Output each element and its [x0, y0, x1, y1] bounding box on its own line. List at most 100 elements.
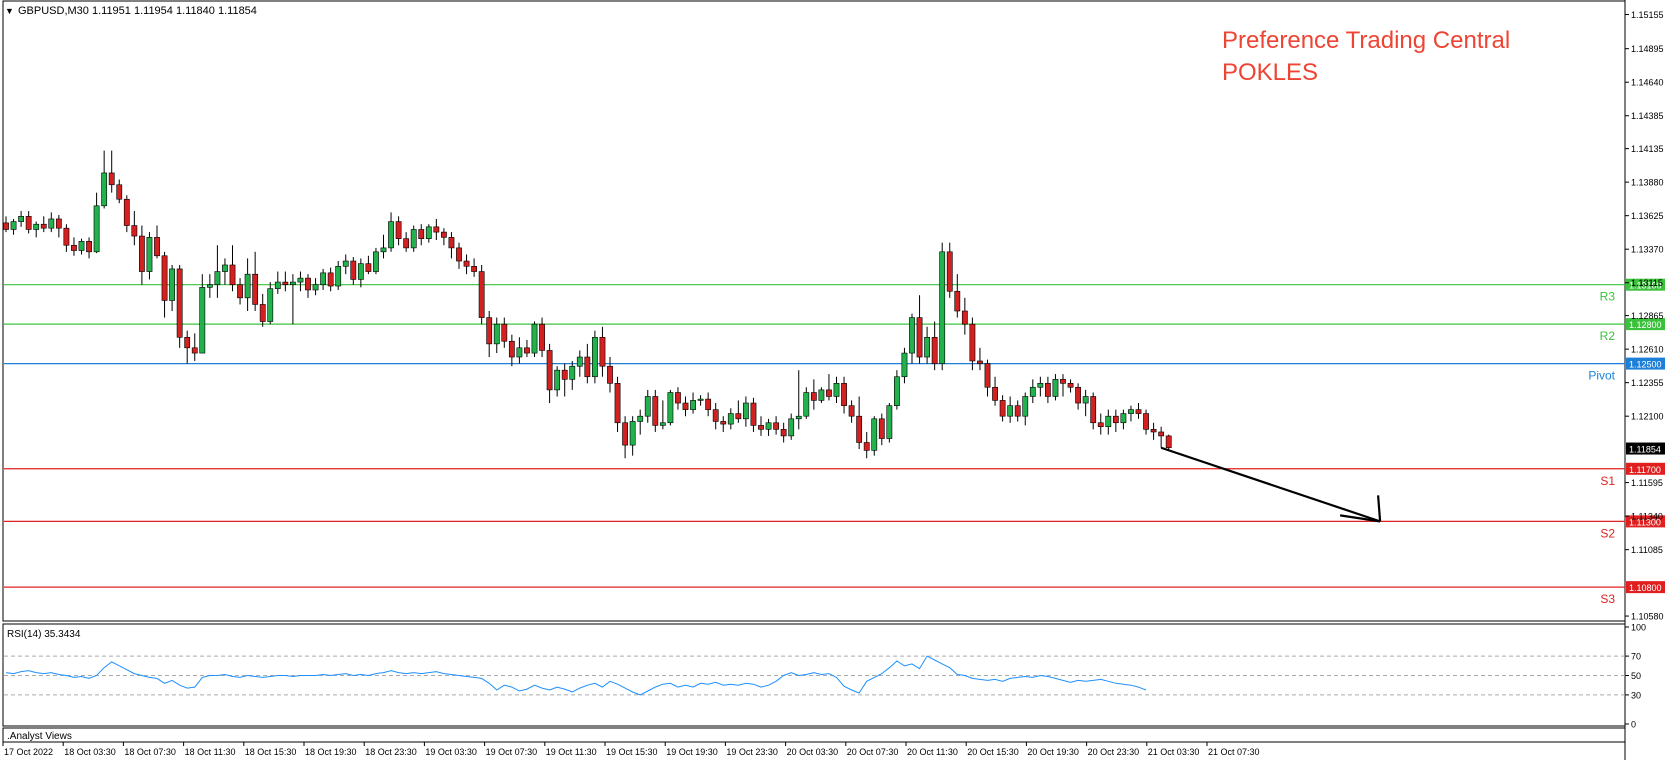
candle-body: [1045, 383, 1051, 397]
candle: [742, 396, 749, 427]
candle-body: [199, 287, 206, 354]
time-tick-label: 19 Oct 11:30: [546, 747, 597, 757]
candle-body: [539, 323, 545, 351]
candle: [1112, 409, 1119, 432]
candle-body: [456, 247, 462, 262]
time-tick-label: 21 Oct 03:30: [1148, 747, 1200, 757]
candle: [871, 416, 878, 456]
time-tick-label: 20 Oct 15:30: [967, 747, 1019, 757]
level-name-s2: S2: [1600, 526, 1615, 540]
time-tick-label: 18 Oct 03:30: [64, 747, 116, 757]
candle-body: [644, 396, 651, 417]
candle: [184, 330, 191, 364]
candle: [350, 257, 357, 285]
candle: [1037, 376, 1044, 397]
price-tick-label: 1.12100: [1631, 412, 1664, 422]
time-tick-label: 18 Oct 07:30: [124, 747, 176, 757]
time-tick-label: 18 Oct 15:30: [245, 747, 297, 757]
candle: [1097, 413, 1104, 435]
candle: [554, 366, 561, 397]
candle: [123, 195, 130, 233]
candle: [433, 218, 440, 240]
candle: [305, 274, 311, 298]
projection-arrow-head-upper: [1377, 495, 1382, 522]
candle-body: [222, 264, 228, 272]
candle-body: [720, 421, 727, 425]
candle: [667, 389, 674, 426]
candle-body: [71, 244, 77, 251]
candle-body: [259, 304, 266, 322]
candle-body: [1090, 396, 1097, 424]
candle: [146, 232, 153, 280]
candle: [425, 224, 432, 243]
candle-body: [433, 226, 440, 233]
candle-body: [524, 347, 530, 354]
candle-body: [289, 281, 296, 286]
price-tick-label: 1.14385: [1631, 111, 1664, 121]
last-price-box: [1626, 442, 1665, 455]
candle: [18, 211, 24, 227]
price-axis: 1.13100 1.12800 1.12500 1.11700 1.11300 1.108…: [1625, 10, 1665, 622]
candle: [1158, 426, 1165, 448]
candle-body: [244, 273, 251, 299]
candle-body: [667, 392, 674, 424]
candle: [576, 350, 583, 377]
candle-body: [373, 251, 379, 272]
candle: [826, 374, 832, 401]
candle: [810, 379, 817, 410]
level-price-pivot: 1.12500: [1629, 360, 1662, 370]
candle-body: [1150, 429, 1157, 433]
candle-body: [327, 272, 334, 287]
candle: [931, 321, 938, 371]
candle: [901, 347, 908, 384]
candle-body: [18, 216, 24, 222]
candle: [546, 343, 553, 404]
candle: [1135, 403, 1142, 419]
candle: [1128, 405, 1134, 422]
level-name-pivot: Pivot: [1588, 369, 1615, 383]
candle-body: [206, 284, 213, 288]
candle: [629, 416, 636, 456]
candle: [373, 247, 379, 275]
rsi-tick-label: 30: [1631, 690, 1641, 700]
candle-body: [237, 284, 243, 299]
candle: [841, 376, 847, 414]
time-tick-label: 20 Oct 03:30: [787, 747, 839, 757]
candle-body: [320, 272, 326, 286]
candle-body: [992, 386, 998, 401]
watermark-subtitle: POKLES: [1222, 59, 1318, 86]
price-tick-label: 1.12355: [1631, 378, 1664, 388]
candle-body: [946, 251, 953, 292]
triangle-down-icon[interactable]: ▼: [5, 6, 14, 16]
candle: [116, 179, 123, 204]
candle-body: [871, 418, 878, 451]
time-tick-label: 19 Oct 23:30: [726, 747, 778, 757]
candle-body: [357, 263, 364, 280]
candle: [1120, 409, 1127, 430]
candle-body: [1007, 405, 1014, 417]
price-tick-label: 1.11595: [1631, 478, 1663, 488]
candle: [463, 254, 470, 275]
candle-body: [516, 347, 523, 358]
candle: [1165, 434, 1172, 451]
candle: [395, 216, 402, 246]
candle: [206, 274, 213, 298]
candle: [848, 400, 855, 423]
candle-body: [569, 365, 576, 380]
candle: [765, 418, 772, 436]
candle: [705, 392, 712, 417]
time-tick-label: 20 Oct 07:30: [847, 747, 899, 757]
candle-body: [1052, 379, 1059, 397]
candle-body: [727, 413, 734, 425]
candle-body: [984, 363, 991, 388]
candle: [222, 258, 228, 285]
candle-body: [191, 347, 198, 354]
candle-body: [486, 317, 493, 345]
candle: [644, 389, 651, 423]
time-tick-label: 21 Oct 07:30: [1208, 747, 1260, 757]
candle: [229, 245, 236, 292]
time-tick-label: 18 Oct 11:30: [185, 747, 236, 757]
candle: [86, 237, 92, 259]
candle-body: [10, 221, 17, 230]
